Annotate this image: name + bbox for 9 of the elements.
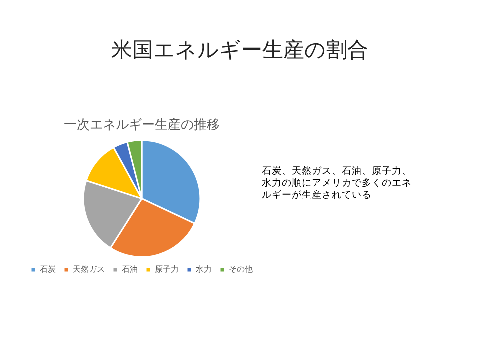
legend-label: 原子力 — [155, 265, 179, 274]
legend-label: その他 — [229, 265, 253, 274]
chart-subtitle: 一次エネルギー生産の推移 — [64, 117, 220, 134]
legend-label: 水力 — [196, 265, 212, 274]
legend-label: 石炭 — [40, 265, 56, 274]
legend-label: 石油 — [122, 265, 138, 274]
text: 石炭、天然ガス、石油、原子力、水力の順にアメリカで多くのエネルギーが生産されている — [262, 166, 412, 202]
legend-label: 天然ガス — [73, 265, 105, 274]
chart-title: 米国エネルギー生産の割合 — [110, 37, 370, 64]
